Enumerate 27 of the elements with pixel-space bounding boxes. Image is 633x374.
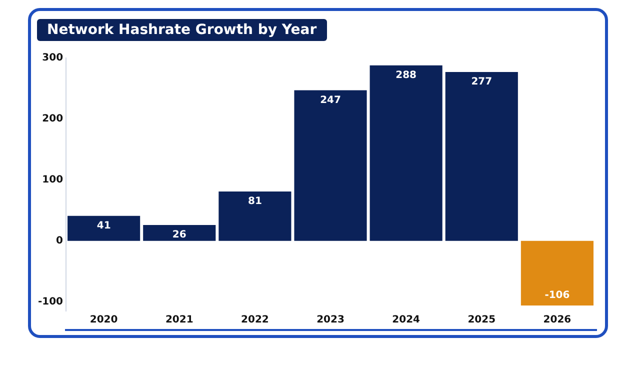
- data-label: 41: [96, 220, 111, 232]
- y-tick-label: -100: [38, 296, 64, 308]
- y-tick-label: 300: [42, 52, 64, 64]
- x-tick-label: 2022: [241, 314, 269, 326]
- bar: [143, 225, 216, 241]
- data-label: -106: [544, 290, 570, 302]
- x-tick-label: 2025: [468, 314, 496, 326]
- bar: [445, 72, 518, 241]
- x-tick-label: 2021: [165, 314, 194, 326]
- x-tick-label: 2026: [543, 314, 572, 326]
- data-label: 81: [248, 196, 262, 208]
- x-tick-label: 2024: [392, 314, 420, 326]
- data-label: 288: [396, 70, 417, 81]
- data-label: 247: [320, 94, 341, 106]
- y-tick-label: 100: [42, 174, 64, 186]
- bar: [294, 90, 367, 241]
- bar: [370, 65, 442, 241]
- data-label: 277: [471, 76, 492, 88]
- bar: [520, 240, 594, 306]
- bar: [218, 192, 292, 241]
- y-tick-label: 200: [42, 114, 64, 125]
- x-tick-label: 2020: [90, 314, 118, 326]
- bar: [68, 216, 140, 241]
- data-label: 26: [172, 230, 186, 241]
- y-tick-label: 0: [56, 235, 64, 246]
- chart-title: Network Hashrate Growth by Year: [37, 19, 327, 41]
- x-tick-label: 2023: [316, 314, 344, 326]
